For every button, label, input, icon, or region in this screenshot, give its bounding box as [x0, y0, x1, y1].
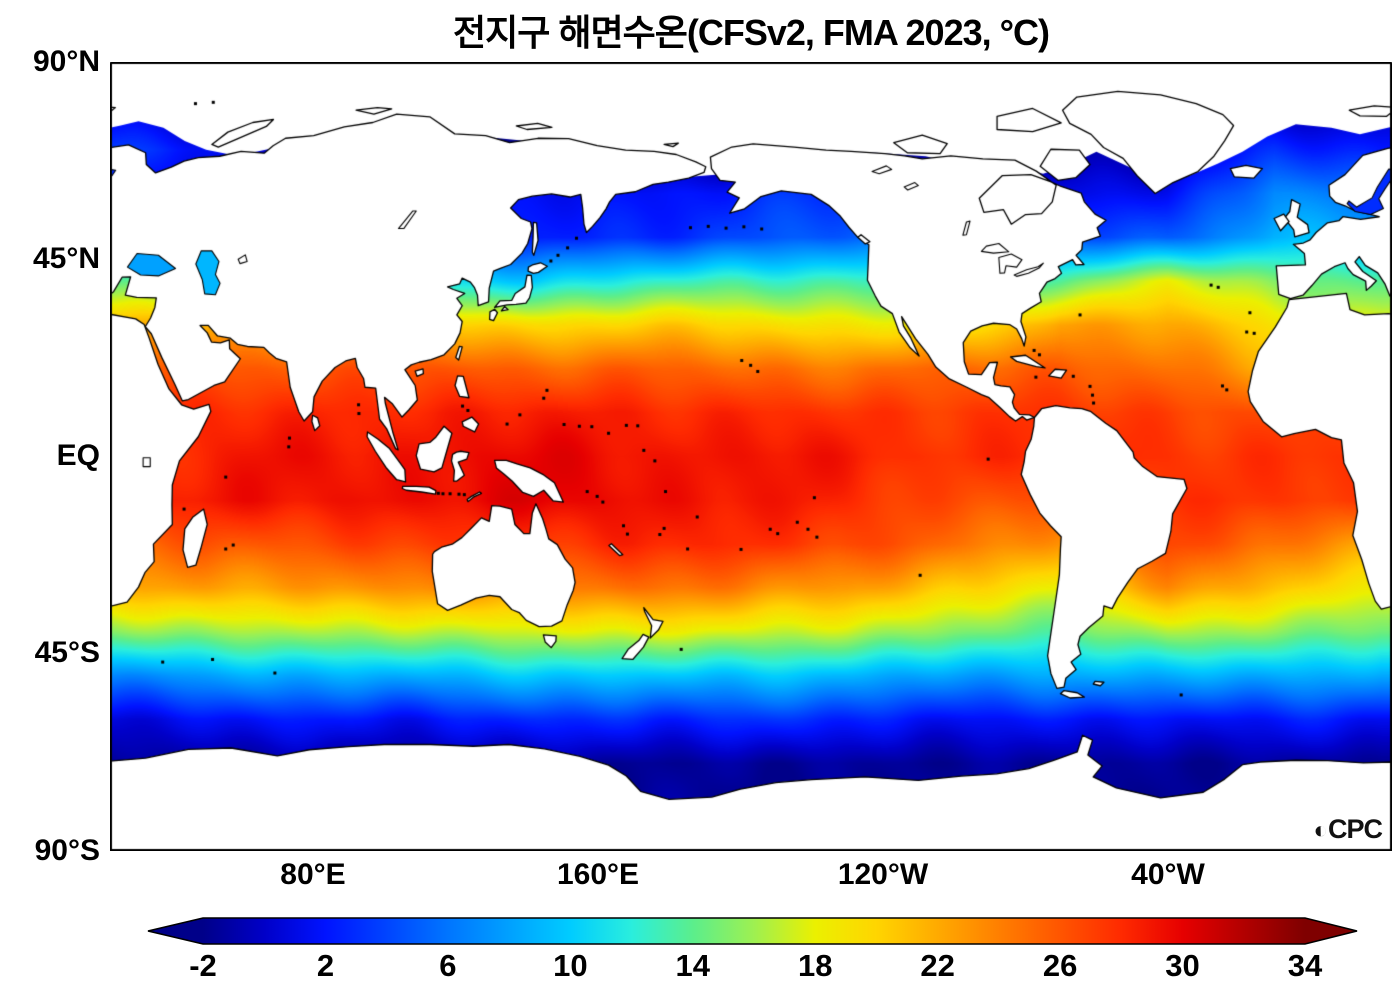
colorbar-tick-row: -2 2 6 10 14 18 22 26 30 34: [0, 948, 1400, 988]
globe-icon: ◐: [1313, 817, 1327, 844]
colorbar-tick-18: 18: [797, 948, 833, 983]
colorbar-tick-34: 34: [1287, 948, 1323, 983]
map-plot-area: ◐CPC: [110, 62, 1392, 851]
lat-label-90s: 90°S: [34, 834, 100, 867]
lat-label-90n: 90°N: [32, 45, 100, 78]
lon-label-160e: 160°E: [556, 858, 640, 891]
cpc-logo-text: CPC: [1327, 814, 1383, 844]
colorbar-tick-26: 26: [1042, 948, 1078, 983]
lon-label-40w: 40°W: [1131, 858, 1205, 891]
lat-label-45n: 45°N: [32, 242, 100, 275]
lon-label-80e: 80°E: [280, 858, 346, 891]
colorbar-tick-2: 2: [316, 948, 335, 983]
lon-label-120w: 120°W: [837, 858, 929, 891]
sst-map-canvas: [110, 62, 1392, 851]
colorbar-tick-30: 30: [1165, 948, 1200, 983]
chart-title: 전지구 해면수온(CFSv2, FMA 2023, °C): [453, 12, 1050, 53]
colorbar-tick-6: 6: [439, 948, 457, 983]
colorbar-gradient-bar: [147, 917, 1358, 945]
cpc-logo: ◐CPC: [1313, 814, 1383, 845]
colorbar-tick-10: 10: [553, 948, 588, 983]
colorbar-tick--2: -2: [189, 948, 217, 983]
colorbar: [147, 917, 1358, 945]
lat-label-eq: EQ: [56, 439, 100, 472]
colorbar-tick-14: 14: [675, 948, 710, 983]
colorbar-tick-22: 22: [920, 948, 955, 983]
lat-label-45s: 45°S: [34, 636, 100, 669]
